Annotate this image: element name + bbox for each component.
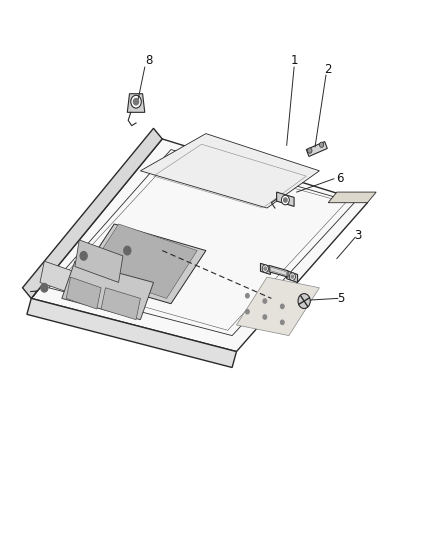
- Polygon shape: [31, 139, 367, 352]
- Circle shape: [263, 315, 267, 319]
- Circle shape: [281, 320, 284, 325]
- Polygon shape: [62, 261, 153, 320]
- Polygon shape: [22, 128, 162, 298]
- Polygon shape: [261, 263, 271, 274]
- Polygon shape: [306, 142, 327, 157]
- Polygon shape: [271, 267, 287, 276]
- Polygon shape: [277, 192, 294, 206]
- Polygon shape: [88, 224, 197, 298]
- Text: 3: 3: [354, 229, 361, 242]
- Circle shape: [131, 95, 141, 108]
- Polygon shape: [66, 277, 101, 309]
- Text: 6: 6: [336, 172, 344, 185]
- Polygon shape: [237, 277, 319, 336]
- Polygon shape: [27, 298, 237, 368]
- Circle shape: [291, 275, 293, 278]
- Polygon shape: [79, 224, 206, 304]
- Polygon shape: [127, 94, 145, 112]
- Circle shape: [281, 304, 284, 309]
- Polygon shape: [269, 265, 288, 277]
- Circle shape: [289, 273, 295, 280]
- Circle shape: [319, 142, 324, 148]
- Circle shape: [262, 265, 268, 272]
- Text: 2: 2: [325, 63, 332, 76]
- Polygon shape: [141, 134, 319, 208]
- Circle shape: [282, 195, 289, 205]
- Text: 5: 5: [338, 292, 345, 305]
- Polygon shape: [287, 271, 297, 282]
- Polygon shape: [101, 288, 141, 320]
- Circle shape: [134, 99, 139, 105]
- Circle shape: [41, 284, 48, 292]
- Text: 8: 8: [145, 54, 153, 67]
- Circle shape: [284, 198, 287, 202]
- Circle shape: [80, 252, 87, 260]
- Circle shape: [246, 310, 249, 314]
- Circle shape: [124, 246, 131, 255]
- Text: 1: 1: [290, 54, 298, 67]
- Polygon shape: [328, 192, 376, 203]
- Circle shape: [307, 148, 312, 154]
- Circle shape: [263, 299, 267, 303]
- Circle shape: [246, 294, 249, 298]
- Polygon shape: [40, 261, 75, 293]
- Circle shape: [264, 267, 267, 270]
- Circle shape: [298, 294, 310, 309]
- Polygon shape: [75, 240, 123, 282]
